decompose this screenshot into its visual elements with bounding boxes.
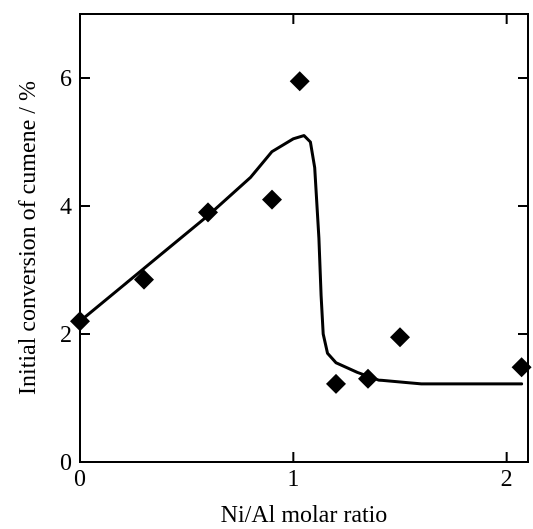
x-tick-label: 0 — [74, 466, 86, 492]
x-axis-label: Ni/Al molar ratio — [221, 502, 388, 528]
fit-curve-layer — [78, 134, 524, 386]
y-axis-ticks: 0 2 4 6 — [60, 66, 528, 476]
y-axis-label: Initial conversion of cumene / % — [15, 81, 41, 395]
plot-frame — [79, 13, 529, 463]
data-point-diamond — [511, 357, 532, 378]
x-tick-label: 2 — [501, 466, 513, 492]
x-axis-ticks: 0 1 2 — [74, 14, 513, 492]
data-point-diamond — [198, 202, 218, 223]
data-point-diamond — [262, 189, 282, 210]
data-point-diamond — [390, 327, 410, 348]
data-markers — [70, 71, 532, 394]
data-point-diamond — [326, 373, 346, 394]
x-tick-label: 1 — [287, 466, 299, 492]
y-tick-label: 4 — [60, 194, 72, 220]
y-tick-label: 2 — [60, 322, 72, 348]
y-tick-label: 6 — [60, 66, 72, 92]
data-point-diamond — [134, 269, 154, 290]
fit-curve-line — [78, 134, 524, 386]
data-point-diamond — [358, 368, 378, 389]
plot-border — [79, 13, 529, 463]
y-tick-label: 0 — [60, 450, 72, 476]
data-point-diamond — [70, 311, 90, 332]
data-point-diamond — [289, 71, 310, 92]
